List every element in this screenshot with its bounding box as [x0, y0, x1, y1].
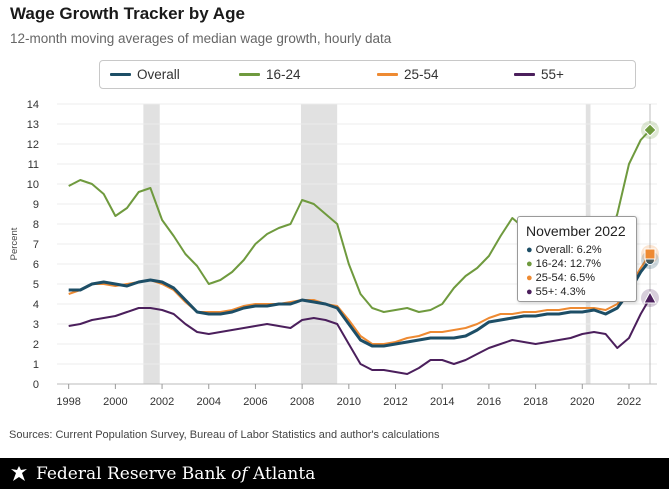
- tooltip-row-55-plus: ● 55+: 4.3%: [526, 286, 586, 298]
- legend-item-overall[interactable]: Overall: [110, 61, 180, 88]
- legend-item-16-24[interactable]: 16-24: [239, 61, 301, 88]
- y-tick-label: 14: [27, 99, 39, 111]
- footer-bar: Federal Reserve Bank of Atlanta: [0, 458, 669, 489]
- end-marker-g2554: [644, 248, 656, 260]
- tooltip-row-25-54: ● 25-54: 6.5%: [526, 272, 595, 284]
- tooltip-value-25-54: 25-54: 6.5%: [535, 272, 595, 284]
- chart-title: Wage Growth Tracker by Age: [10, 4, 245, 23]
- y-tick-label: 10: [27, 179, 39, 191]
- legend-label-overall: Overall: [137, 67, 180, 82]
- y-tick-label: 2: [33, 339, 39, 351]
- x-tick-label: 2022: [617, 396, 641, 408]
- y-tick-label: 9: [33, 199, 39, 211]
- legend-swatch-25-54: [377, 73, 398, 76]
- y-tick-label: 7: [33, 239, 39, 251]
- end-marker-g55: [643, 290, 657, 304]
- end-marker-g1624: [643, 123, 657, 137]
- x-tick-label: 2004: [197, 396, 221, 408]
- source-note: Sources: Current Population Survey, Bure…: [9, 429, 440, 441]
- y-tick-label: 3: [33, 319, 39, 331]
- y-tick-label: 12: [27, 139, 39, 151]
- chart-subtitle: 12-month moving averages of median wage …: [10, 31, 392, 46]
- tooltip-title: November 2022: [526, 223, 626, 239]
- footer-institution-name: Federal Reserve Bank of Atlanta: [36, 463, 316, 484]
- y-axis-label: Percent: [9, 227, 20, 260]
- tooltip-row-16-24: ● 16-24: 12.7%: [526, 258, 602, 270]
- series-line-g55: [68, 297, 651, 375]
- legend-label-55-plus: 55+: [541, 67, 564, 82]
- x-tick-label: 2000: [103, 396, 127, 408]
- y-tick-label: 5: [33, 279, 39, 291]
- legend-label-16-24: 16-24: [266, 67, 301, 82]
- x-tick-label: 2010: [337, 396, 361, 408]
- tooltip-value-16-24: 16-24: 12.7%: [535, 258, 602, 270]
- tooltip-row-overall: ● Overall: 6.2%: [526, 244, 602, 256]
- x-tick-label: 2016: [477, 396, 501, 408]
- x-tick-label: 2020: [570, 396, 594, 408]
- y-tick-label: 8: [33, 219, 39, 231]
- hover-tooltip: November 2022 ● Overall: 6.2% ● 16-24: 12.…: [517, 216, 637, 302]
- y-tick-label: 1: [33, 359, 39, 371]
- legend-item-55-plus[interactable]: 55+: [514, 61, 564, 88]
- tooltip-value-overall: Overall: 6.2%: [535, 244, 602, 256]
- y-tick-label: 0: [33, 379, 39, 391]
- x-tick-label: 2014: [430, 396, 454, 408]
- series-line-g2554: [68, 253, 651, 345]
- y-tick-label: 11: [28, 159, 39, 171]
- eagle-logo-icon: [11, 465, 27, 481]
- x-tick-label: 1998: [56, 396, 80, 408]
- x-tick-label: 2018: [523, 396, 547, 408]
- chart-legend: Overall 16-24 25-54 55+: [99, 60, 636, 89]
- y-tick-label: 6: [33, 259, 39, 271]
- y-tick-label: 13: [27, 119, 39, 131]
- x-tick-label: 2006: [243, 396, 267, 408]
- y-tick-label: 4: [33, 299, 39, 311]
- x-tick-label: 2002: [150, 396, 174, 408]
- x-tick-label: 2012: [383, 396, 407, 408]
- legend-label-25-54: 25-54: [404, 67, 439, 82]
- series-line-overall: [68, 259, 652, 348]
- legend-item-25-54[interactable]: 25-54: [377, 61, 439, 88]
- tooltip-value-55-plus: 55+: 4.3%: [535, 286, 586, 298]
- x-tick-label: 2008: [290, 396, 314, 408]
- legend-swatch-55-plus: [514, 73, 535, 76]
- legend-swatch-overall: [110, 73, 131, 76]
- legend-swatch-16-24: [239, 73, 260, 76]
